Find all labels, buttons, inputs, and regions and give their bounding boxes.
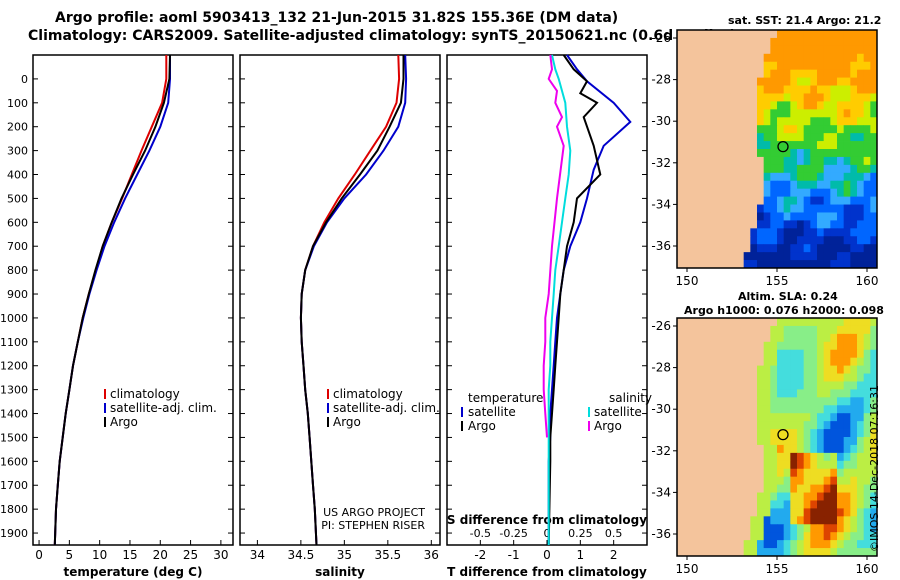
x-axis-label-temperature: temperature (deg C) <box>64 565 203 579</box>
depth-tick-label: 1800 <box>0 503 28 516</box>
x-axis-label-difference: T difference from climatology <box>447 565 647 579</box>
depth-tick-label: 1700 <box>0 479 28 492</box>
lat-tick-label-sst: -34 <box>651 197 671 211</box>
legend-entry-salinity: Argo <box>594 419 622 433</box>
series-line-difference-2 <box>547 54 572 545</box>
lat-tick-label-sst: -30 <box>651 114 671 128</box>
series-line-difference-1 <box>547 54 602 546</box>
x-tick-label-difference: 2 <box>610 548 618 562</box>
lat-tick-label-sla: -28 <box>651 361 671 375</box>
depth-tick-label: 1000 <box>0 312 28 325</box>
legend-entry-temperature: satellite <box>468 405 516 419</box>
legend-entry-salinity: satellite <box>594 405 642 419</box>
x-tick-label-temperature: 15 <box>122 548 137 562</box>
depth-tick-label: 1600 <box>0 455 28 468</box>
lat-tick-label-sst: -26 <box>651 31 671 45</box>
legend-entry-temperature: climatology <box>110 387 180 401</box>
plot-title-line2: Climatology: CARS2009. Satellite-adjuste… <box>28 28 737 44</box>
legend-entry-salinity: satellite-adj. clim. <box>333 401 440 415</box>
legend-entry-temperature: satellite-adj. clim. <box>110 401 217 415</box>
x2-tick-label: 0.5 <box>605 527 623 540</box>
depth-tick-label: 1400 <box>0 408 28 421</box>
series-line-difference-3 <box>542 54 565 438</box>
depth-tick-label: 800 <box>7 264 28 277</box>
x-tick-label-salinity: 35.5 <box>374 548 401 562</box>
depth-tick-label: 1500 <box>0 431 28 444</box>
lat-tick-label-sla: -26 <box>651 319 671 333</box>
x-tick-label-temperature: 0 <box>35 548 43 562</box>
x-tick-label-salinity: 36 <box>424 548 439 562</box>
lon-tick-label-sst: 155 <box>766 274 789 288</box>
x-tick-label-difference: -1 <box>508 548 520 562</box>
argo-float-marker <box>777 140 789 153</box>
depth-tick-label: 100 <box>7 97 28 110</box>
lat-tick-label-sst: -36 <box>651 239 671 253</box>
legend-entry-temperature: Argo <box>110 415 138 429</box>
x-tick-label-salinity: 34 <box>250 548 265 562</box>
x-tick-label-temperature: 10 <box>92 548 107 562</box>
series-line-temperature-2 <box>53 54 171 546</box>
series-line-salinity-2 <box>299 55 405 546</box>
x-tick-label-temperature: 5 <box>66 548 74 562</box>
x-tick-label-temperature: 20 <box>153 548 168 562</box>
lat-tick-label-sla: -32 <box>651 444 671 458</box>
lat-tick-label-sla: -34 <box>651 485 671 499</box>
sst-map-title: sat. SST: 21.4 Argo: 21.2 <box>728 14 882 27</box>
lon-tick-label-sst: 150 <box>676 274 699 288</box>
lat-tick-label-sst: -32 <box>651 156 671 170</box>
x2-tick-label: -0.5 <box>470 527 491 540</box>
legend-title-salinity: salinity <box>609 391 652 405</box>
depth-tick-label: 300 <box>7 145 28 158</box>
sla-map-title-line1: Altim. SLA: 0.24 <box>738 290 838 303</box>
depth-tick-label: 400 <box>7 169 28 182</box>
plot-title-line1: Argo profile: aoml 5903413_132 21-Jun-20… <box>55 10 619 26</box>
panel-frame-salinity <box>239 54 441 546</box>
legend-title-temperature: temperature <box>468 391 543 405</box>
depth-tick-label: 1100 <box>0 336 28 349</box>
lat-tick-label-sla: -36 <box>651 527 671 541</box>
depth-tick-label: 600 <box>7 216 28 229</box>
depth-tick-label: 0 <box>21 73 28 86</box>
depth-tick-label: 700 <box>7 240 28 253</box>
legend-entry-salinity: Argo <box>333 415 361 429</box>
depth-tick-label: 200 <box>7 121 28 134</box>
x-tick-label-difference: 1 <box>577 548 585 562</box>
depth-tick-label: 1200 <box>0 360 28 373</box>
legend-entry-salinity: climatology <box>333 387 403 401</box>
x2-axis-label: S difference from climatology <box>447 513 647 527</box>
sla-map: -26 -28 -30 -32 -34 -36 150 155 160 <box>651 317 879 576</box>
lon-tick-label-sst: 160 <box>856 274 879 288</box>
depth-tick-label: 1900 <box>0 527 28 540</box>
sla-map-title-line2: Argo h1000: 0.076 h2000: 0.098 <box>684 304 884 317</box>
project-annotation: PI: STEPHEN RISER <box>321 519 425 532</box>
argo-float-marker <box>777 428 789 441</box>
depth-tick-label: 900 <box>7 288 28 301</box>
x-tick-label-salinity: 35 <box>337 548 352 562</box>
x-axis-label-salinity: salinity <box>315 565 365 579</box>
x-tick-label-difference: -2 <box>474 548 486 562</box>
project-annotation: US ARGO PROJECT <box>323 506 425 519</box>
lon-tick-label-sla: 155 <box>766 562 789 576</box>
legend-entry-temperature: Argo <box>468 419 496 433</box>
panel-frame-temperature <box>32 54 234 546</box>
lon-tick-label-sla: 160 <box>856 562 879 576</box>
x2-tick-label: -0.25 <box>499 527 527 540</box>
depth-tick-label: 500 <box>7 192 28 205</box>
lat-tick-label-sla: -30 <box>651 402 671 416</box>
sst-map: -26 -28 -30 -32 -34 -36 150 155 160 <box>651 29 879 288</box>
x-tick-label-salinity: 34.5 <box>288 548 315 562</box>
depth-tick-label: 1300 <box>0 384 28 397</box>
x-tick-label-difference: 0 <box>543 548 551 562</box>
x2-tick-label: 0.25 <box>568 527 593 540</box>
lon-tick-label-sla: 150 <box>676 562 699 576</box>
copyright-credit: ©IMOS 14-Dec-2018 07:16:31 <box>868 385 881 552</box>
x-tick-label-temperature: 30 <box>213 548 228 562</box>
lat-tick-label-sst: -28 <box>651 73 671 87</box>
x2-tick-label: 0 <box>544 527 551 540</box>
x-tick-label-temperature: 25 <box>183 548 198 562</box>
